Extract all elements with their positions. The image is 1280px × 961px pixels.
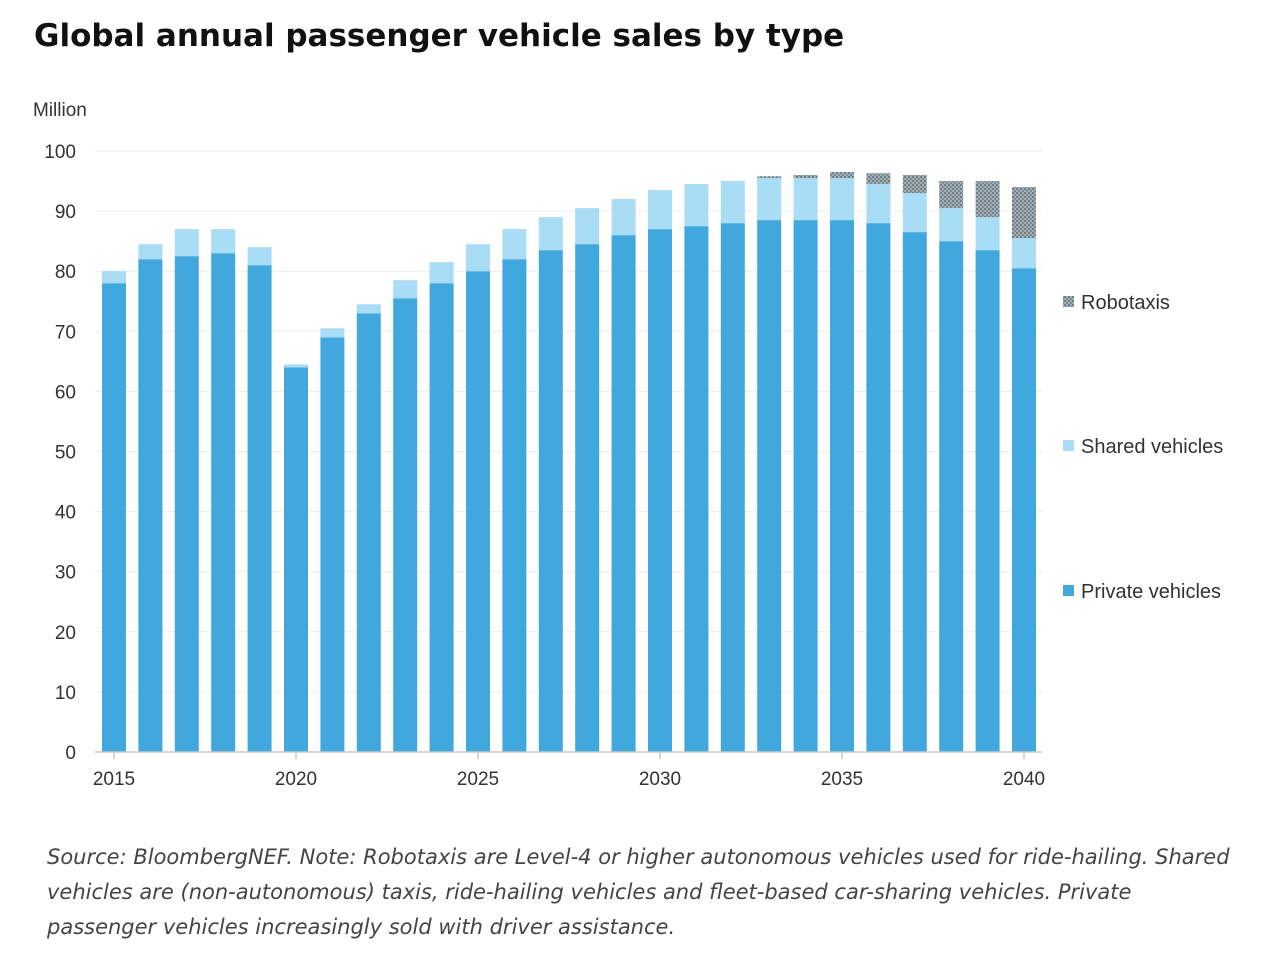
bar-shared-2039 xyxy=(975,217,1000,251)
bar-robotaxi-2033 xyxy=(757,176,782,179)
legend-shared-vehicles-swatch xyxy=(1063,440,1074,451)
bar-shared-2024 xyxy=(429,262,454,284)
y-tick-label: 30 xyxy=(55,563,76,584)
legend-private-vehicles-swatch xyxy=(1063,585,1074,596)
bar-shared-2018 xyxy=(211,229,236,254)
bars xyxy=(102,172,1036,753)
bar-shared-2027 xyxy=(538,217,563,251)
bar-private-2037 xyxy=(902,232,927,752)
bar-private-2035 xyxy=(830,220,854,753)
bar-private-2031 xyxy=(684,226,709,752)
bar-private-2038 xyxy=(939,241,964,752)
bar-private-2023 xyxy=(393,298,418,752)
bar-shared-2036 xyxy=(866,184,891,224)
bar-private-2017 xyxy=(174,256,199,752)
bar-private-2032 xyxy=(720,223,745,752)
bar-private-2019 xyxy=(247,265,272,752)
bar-private-2036 xyxy=(866,223,891,752)
bar-private-2024 xyxy=(429,283,454,752)
y-tick-label: 100 xyxy=(44,142,76,163)
bar-private-2020 xyxy=(284,367,308,752)
bar-robotaxi-2039 xyxy=(975,181,1000,218)
bar-private-2015 xyxy=(102,283,126,752)
y-tick-label: 20 xyxy=(55,623,76,644)
bar-shared-2017 xyxy=(174,229,199,257)
gridlines xyxy=(95,150,1042,693)
bar-shared-2021 xyxy=(320,328,345,338)
y-tick-label: 70 xyxy=(55,322,76,343)
bar-private-2025 xyxy=(466,271,490,752)
bar-shared-2023 xyxy=(393,280,418,299)
bar-shared-2019 xyxy=(247,247,272,266)
bar-robotaxi-2034 xyxy=(793,175,818,179)
bar-shared-2035 xyxy=(830,178,854,221)
bar-private-2021 xyxy=(320,337,345,752)
bar-private-2022 xyxy=(356,313,381,752)
bar-private-2034 xyxy=(793,220,818,753)
y-tick-label: 90 xyxy=(55,202,76,223)
bar-private-2033 xyxy=(757,220,782,753)
bar-robotaxi-2036 xyxy=(866,173,891,185)
bar-shared-2033 xyxy=(757,178,782,221)
bar-robotaxi-2037 xyxy=(902,175,927,194)
bar-shared-2026 xyxy=(502,229,527,260)
legend-robotaxis-swatch xyxy=(1063,296,1074,307)
bar-private-2026 xyxy=(502,259,527,752)
bar-robotaxi-2035 xyxy=(830,172,854,179)
y-tick-label: 10 xyxy=(55,683,76,704)
bar-shared-2025 xyxy=(466,244,490,272)
bar-robotaxi-2040 xyxy=(1012,187,1036,239)
bar-shared-2034 xyxy=(793,178,818,221)
bar-shared-2040 xyxy=(1012,238,1036,269)
x-tick-label: 2025 xyxy=(457,769,499,790)
bar-shared-2031 xyxy=(684,184,709,227)
x-tick-label: 2040 xyxy=(1003,769,1045,790)
y-axis-unit-label: Million xyxy=(33,100,87,121)
bar-shared-2020 xyxy=(284,364,308,368)
x-tick-label: 2030 xyxy=(639,769,681,790)
legend: Robotaxis Shared vehicles Private vehicles xyxy=(1063,292,1223,603)
x-axis: 2015 2020 2025 2030 2035 2040 xyxy=(93,751,1045,790)
bar-private-2039 xyxy=(975,250,1000,753)
x-tick-label: 2035 xyxy=(821,769,863,790)
y-axis-ticks: 0 10 20 30 40 50 60 70 80 90 100 xyxy=(44,142,76,764)
y-tick-label: 40 xyxy=(55,503,76,524)
bar-shared-2038 xyxy=(939,208,964,242)
bar-shared-2028 xyxy=(575,208,600,245)
bar-shared-2015 xyxy=(102,271,126,284)
bar-shared-2016 xyxy=(138,244,163,260)
bar-shared-2030 xyxy=(648,190,672,230)
legend-robotaxis-label: Robotaxis xyxy=(1081,292,1170,314)
bar-private-2016 xyxy=(138,259,163,752)
bar-private-2018 xyxy=(211,253,236,753)
source-note: Source: BloombergNEF. Note: Robotaxis ar… xyxy=(47,845,1230,939)
bar-shared-2032 xyxy=(720,181,745,224)
bar-robotaxi-2038 xyxy=(939,181,964,209)
bar-shared-2037 xyxy=(902,193,927,233)
y-tick-label: 50 xyxy=(55,443,76,464)
bar-private-2029 xyxy=(611,235,636,752)
legend-shared-vehicles-label: Shared vehicles xyxy=(1081,436,1223,458)
bar-private-2027 xyxy=(538,250,563,753)
bar-private-2040 xyxy=(1012,268,1036,752)
bar-private-2028 xyxy=(575,244,600,752)
bar-shared-2022 xyxy=(356,304,381,314)
bar-shared-2029 xyxy=(611,199,636,236)
y-tick-label: 60 xyxy=(55,382,76,403)
y-tick-label: 0 xyxy=(65,743,76,764)
legend-private-vehicles-label: Private vehicles xyxy=(1081,581,1221,603)
x-tick-label: 2020 xyxy=(275,769,317,790)
y-tick-label: 80 xyxy=(55,262,76,283)
chart-title: Global annual passenger vehicle sales by… xyxy=(34,18,845,54)
bar-private-2030 xyxy=(648,229,672,752)
x-tick-label: 2015 xyxy=(93,769,135,790)
